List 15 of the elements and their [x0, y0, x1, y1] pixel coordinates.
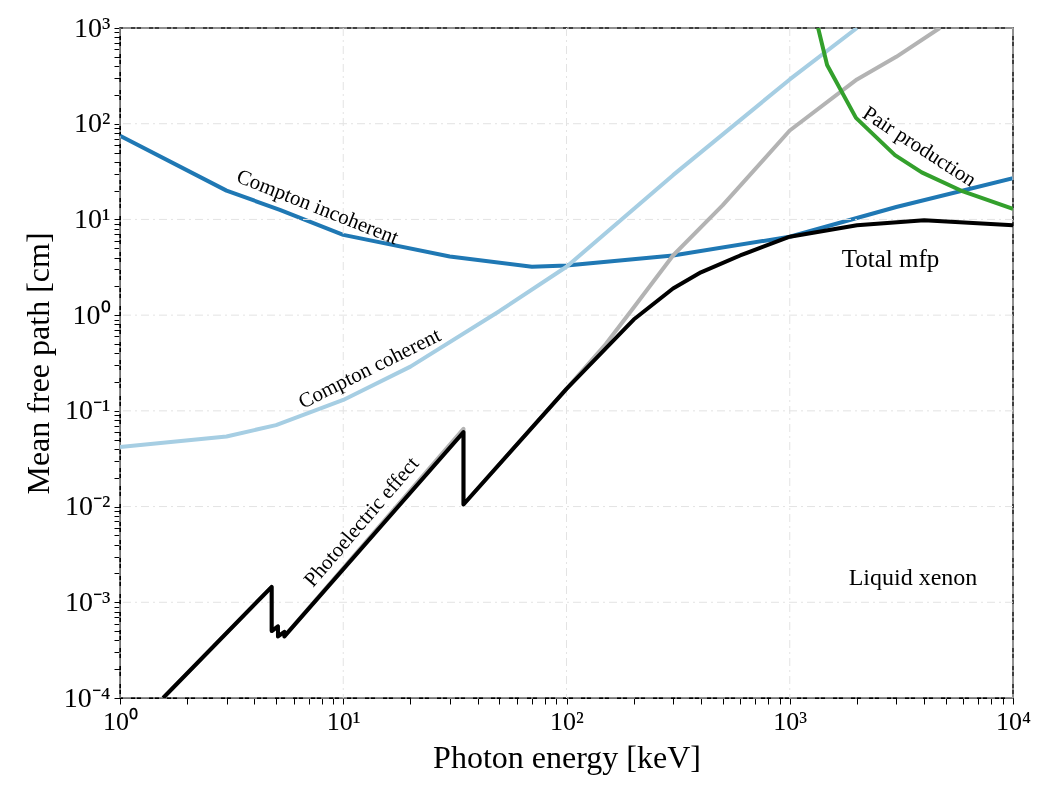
series-label: Total mfp: [841, 244, 940, 272]
annotation: Liquid xenon: [848, 564, 978, 590]
x-tick-label: 10²: [550, 706, 585, 736]
x-tick-label: 10⁴: [995, 706, 1032, 736]
y-tick-label: 10⁻³: [65, 585, 111, 617]
y-tick-label: 10⁰: [72, 298, 111, 330]
x-axis-title: Photon energy [keV]: [433, 738, 701, 775]
y-axis-title: Mean free path [cm]: [19, 232, 56, 495]
x-tick-label: 10¹: [326, 706, 361, 736]
y-tick-label: 10²: [74, 107, 111, 139]
x-tick-label: 10³: [773, 706, 808, 736]
y-tick-label: 10⁻¹: [65, 394, 111, 426]
y-tick-label: 10³: [74, 11, 111, 43]
y-tick-label: 10¹: [74, 202, 111, 234]
y-tick-label: 10⁻²: [65, 490, 111, 522]
